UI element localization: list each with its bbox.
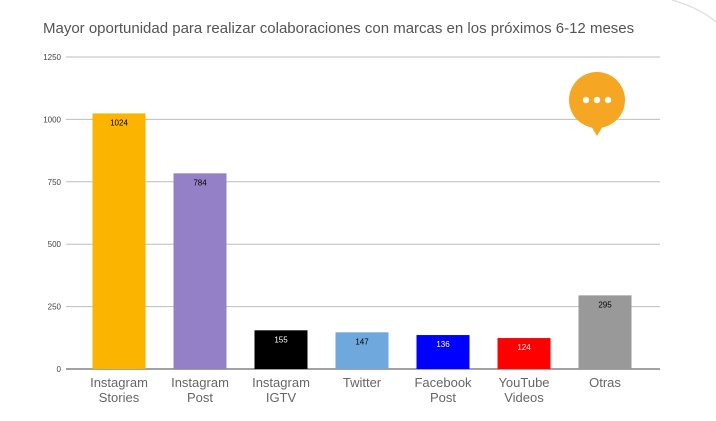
data-label: 1024 xyxy=(110,118,128,127)
chart-title: Mayor oportunidad para realizar colabora… xyxy=(43,20,635,37)
bar xyxy=(416,335,470,369)
x-tick-label: Otras xyxy=(589,375,621,390)
data-label: 147 xyxy=(355,337,369,346)
x-tick-label: Stories xyxy=(99,390,140,405)
x-tick-label: Post xyxy=(187,390,213,405)
x-tick-label: Facebook xyxy=(414,375,472,390)
y-tick-label: 250 xyxy=(48,303,62,312)
data-label: 295 xyxy=(598,300,612,309)
y-tick-label: 750 xyxy=(48,178,62,187)
y-tick-label: 1250 xyxy=(43,53,61,62)
bar xyxy=(92,113,146,369)
y-tick-label: 0 xyxy=(57,365,62,374)
bar xyxy=(254,330,308,369)
data-label: 784 xyxy=(193,178,207,187)
y-tick-label: 1000 xyxy=(43,115,61,124)
x-tick-label: Twitter xyxy=(343,375,382,390)
bar xyxy=(497,338,551,369)
x-tick-label: YouTube xyxy=(498,375,549,390)
bar xyxy=(335,332,389,369)
y-tick-label: 500 xyxy=(48,240,62,249)
x-tick-label: Videos xyxy=(504,390,544,405)
data-label: 124 xyxy=(517,343,531,352)
bar xyxy=(173,173,227,369)
x-tick-label: IGTV xyxy=(266,390,297,405)
bar xyxy=(578,295,632,369)
data-label: 155 xyxy=(274,335,288,344)
x-tick-label: Instagram xyxy=(171,375,229,390)
x-tick-label: Instagram xyxy=(252,375,310,390)
chat-bubble-ellipsis-icon xyxy=(569,72,625,136)
data-label: 136 xyxy=(436,340,450,349)
x-tick-label: Post xyxy=(430,390,456,405)
x-tick-label: Instagram xyxy=(90,375,148,390)
